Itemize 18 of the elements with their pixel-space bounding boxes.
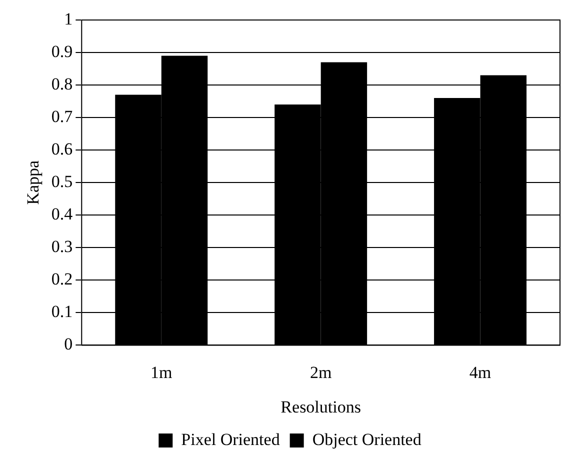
- y-tick-label: 0.3: [51, 237, 73, 256]
- y-tick-label: 0.5: [51, 172, 73, 192]
- x-tick-label: 2m: [310, 362, 332, 382]
- x-axis-title: Resolutions: [280, 397, 361, 416]
- y-tick-label: 0.8: [51, 74, 73, 94]
- y-tick-label: 0: [64, 334, 73, 354]
- y-tick-label: 0.2: [51, 270, 73, 289]
- y-tick-label: 0.4: [51, 204, 74, 224]
- x-tick-label: 4m: [469, 362, 492, 382]
- y-tick-label: 0.6: [51, 140, 73, 159]
- x-tick-label: 1m: [150, 362, 172, 382]
- legend-label: Pixel Oriented: [181, 430, 280, 449]
- y-tick-label: 0.9: [51, 42, 73, 61]
- y-tick-label: 0.1: [51, 302, 73, 322]
- y-tick-label: 1: [64, 9, 73, 28]
- legend-label: Object Oriented: [312, 430, 422, 449]
- y-axis-title: Kappa: [24, 160, 43, 205]
- y-tick-label: 0.7: [51, 107, 74, 126]
